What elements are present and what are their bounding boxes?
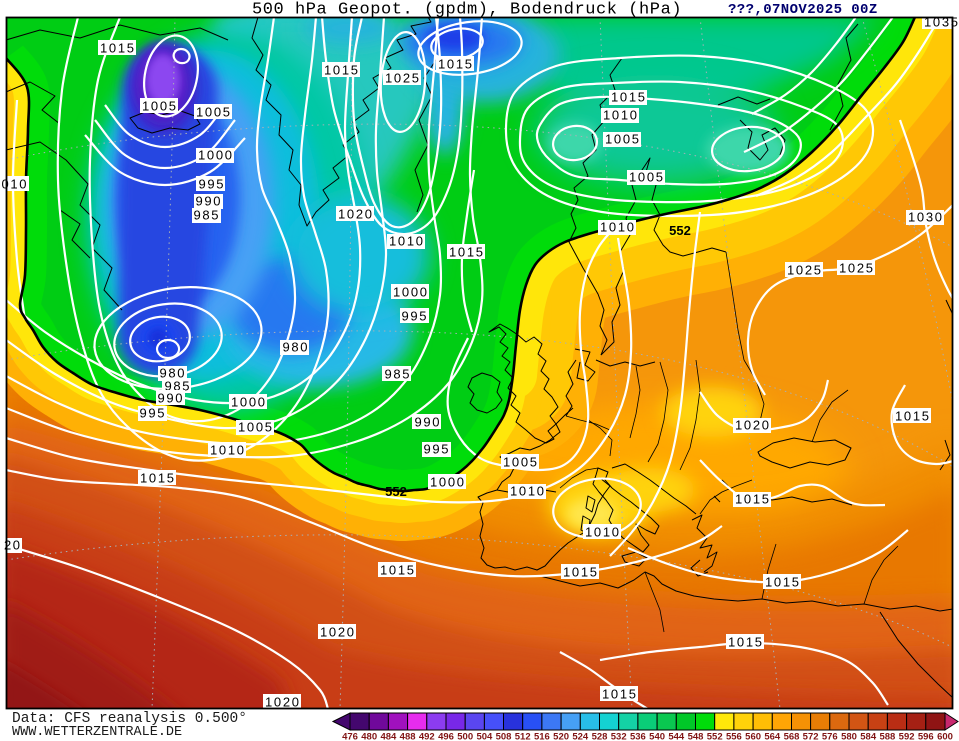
svg-text:600: 600 <box>937 732 953 741</box>
svg-text:1005: 1005 <box>629 170 663 185</box>
svg-text:508: 508 <box>496 732 512 741</box>
svg-text:596: 596 <box>918 732 934 741</box>
svg-text:010: 010 <box>2 177 27 192</box>
svg-text:524: 524 <box>572 732 589 741</box>
svg-text:548: 548 <box>688 732 704 741</box>
svg-text:580: 580 <box>841 732 857 741</box>
svg-text:990: 990 <box>196 194 221 209</box>
svg-text:1020: 1020 <box>338 207 372 222</box>
svg-text:564: 564 <box>764 732 781 741</box>
svg-text:1025: 1025 <box>839 261 873 276</box>
svg-text:20: 20 <box>4 538 20 553</box>
svg-text:995: 995 <box>402 309 427 324</box>
svg-text:1020: 1020 <box>735 418 769 433</box>
svg-text:1015: 1015 <box>380 563 414 578</box>
svg-text:480: 480 <box>361 732 377 741</box>
svg-text:552: 552 <box>707 732 723 741</box>
svg-text:1015: 1015 <box>563 565 597 580</box>
svg-text:1010: 1010 <box>600 220 634 235</box>
svg-text:1005: 1005 <box>142 99 176 114</box>
svg-text:1020: 1020 <box>320 625 354 640</box>
svg-text:1000: 1000 <box>393 285 427 300</box>
svg-text:???,07NOV2025 00Z: ???,07NOV2025 00Z <box>728 2 878 18</box>
svg-text:500: 500 <box>457 732 473 741</box>
svg-text:532: 532 <box>611 732 627 741</box>
svg-text:1005: 1005 <box>238 420 272 435</box>
svg-text:488: 488 <box>400 732 416 741</box>
svg-text:576: 576 <box>822 732 838 741</box>
svg-text:540: 540 <box>649 732 665 741</box>
svg-text:990: 990 <box>158 391 183 406</box>
svg-text:1010: 1010 <box>585 525 619 540</box>
svg-text:985: 985 <box>165 379 190 394</box>
svg-text:1020: 1020 <box>265 695 299 710</box>
svg-text:592: 592 <box>899 732 915 741</box>
svg-text:556: 556 <box>726 732 742 741</box>
svg-text:1025: 1025 <box>385 71 419 86</box>
svg-text:560: 560 <box>745 732 761 741</box>
svg-text:476: 476 <box>342 732 358 741</box>
svg-text:980: 980 <box>283 340 308 355</box>
svg-text:995: 995 <box>424 442 449 457</box>
svg-text:1005: 1005 <box>503 455 537 470</box>
svg-text:985: 985 <box>194 208 219 223</box>
svg-text:1000: 1000 <box>231 395 265 410</box>
svg-text:1015: 1015 <box>895 409 929 424</box>
svg-text:1015: 1015 <box>140 471 174 486</box>
svg-text:1015: 1015 <box>728 635 762 650</box>
svg-text:1025: 1025 <box>787 263 821 278</box>
svg-text:Data: CFS reanalysis 0.500°: Data: CFS reanalysis 0.500° <box>12 711 247 727</box>
svg-text:516: 516 <box>534 732 550 741</box>
svg-text:995: 995 <box>199 177 224 192</box>
svg-text:1015: 1015 <box>602 687 636 702</box>
svg-text:552: 552 <box>669 223 691 238</box>
svg-text:1010: 1010 <box>603 108 637 123</box>
svg-text:1015: 1015 <box>449 245 483 260</box>
svg-text:588: 588 <box>879 732 895 741</box>
svg-text:520: 520 <box>553 732 569 741</box>
svg-text:WWW.WETTERZENTRALE.DE: WWW.WETTERZENTRALE.DE <box>12 725 182 740</box>
svg-text:1015: 1015 <box>438 57 472 72</box>
svg-text:568: 568 <box>784 732 800 741</box>
svg-text:1015: 1015 <box>611 90 645 105</box>
svg-text:1010: 1010 <box>510 484 544 499</box>
svg-text:500 hPa Geopot. (gpdm), Bodend: 500 hPa Geopot. (gpdm), Bodendruck (hPa) <box>252 1 682 20</box>
svg-text:1010: 1010 <box>210 443 244 458</box>
svg-text:980: 980 <box>160 366 185 381</box>
svg-text:1010: 1010 <box>389 234 423 249</box>
svg-text:1005: 1005 <box>196 105 230 120</box>
svg-text:1000: 1000 <box>430 475 464 490</box>
svg-text:544: 544 <box>668 732 685 741</box>
svg-text:572: 572 <box>803 732 819 741</box>
svg-text:1015: 1015 <box>324 63 358 78</box>
svg-text:1015: 1015 <box>765 575 799 590</box>
svg-text:504: 504 <box>476 732 493 741</box>
svg-text:552: 552 <box>385 484 407 499</box>
svg-text:1015: 1015 <box>100 41 134 56</box>
svg-text:512: 512 <box>515 732 531 741</box>
svg-text:584: 584 <box>860 732 877 741</box>
svg-text:1000: 1000 <box>198 148 232 163</box>
svg-text:536: 536 <box>630 732 646 741</box>
svg-text:990: 990 <box>415 415 440 430</box>
svg-text:1015: 1015 <box>735 492 769 507</box>
svg-text:985: 985 <box>385 367 410 382</box>
svg-text:995: 995 <box>140 406 165 421</box>
svg-text:496: 496 <box>438 732 454 741</box>
svg-text:1005: 1005 <box>605 132 639 147</box>
svg-text:492: 492 <box>419 732 435 741</box>
svg-text:484: 484 <box>380 732 397 741</box>
svg-text:528: 528 <box>592 732 608 741</box>
svg-text:1030: 1030 <box>908 210 942 225</box>
